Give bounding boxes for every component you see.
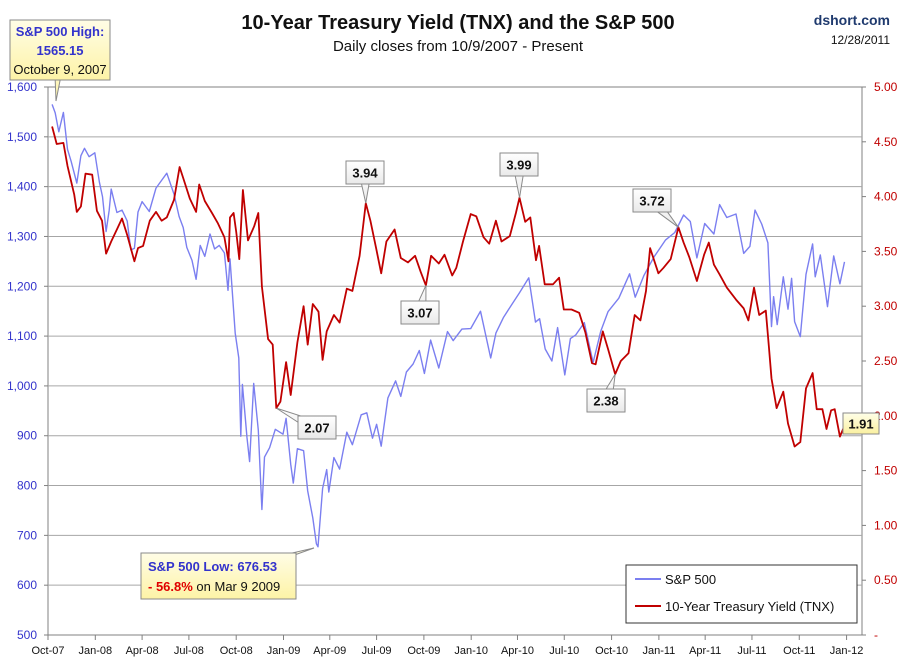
legend: S&P 500 10-Year Treasury Yield (TNX) (625, 564, 858, 624)
x-tick-label: Jan-11 (642, 645, 675, 657)
sp-low-date: on Mar 9 2009 (193, 579, 280, 594)
series-lines (51, 104, 846, 548)
x-tick-label: Oct-09 (407, 645, 440, 657)
tnx-307-label: 3.07 (407, 306, 432, 321)
date-label: 12/28/2011 (831, 33, 890, 47)
tnx-207-label: 2.07 (304, 421, 329, 436)
annotation-sp-high: S&P 500 High: 1565.15 October 9, 2007 (9, 19, 111, 102)
y-right-tick-label: 4.00 (874, 190, 898, 204)
x-tick-label: Apr-08 (126, 645, 159, 657)
tnx-207-callout-box (297, 415, 337, 440)
chart-title: 10-Year Treasury Yield (TNX) and the S&P… (241, 12, 674, 34)
tnx-191-label: 1.91 (848, 417, 873, 432)
x-tick-label: Jul-08 (174, 645, 204, 657)
y-left-tick-label: 1,300 (7, 229, 37, 243)
tnx-399-label: 3.99 (506, 158, 531, 173)
sp-high-callout-box (9, 19, 111, 81)
x-tick-label: Jan-10 (454, 645, 488, 657)
sp-high-value: 1565.15 (37, 43, 84, 58)
x-tick-label: Oct-07 (31, 645, 64, 657)
x-tick-label: Jul-10 (549, 645, 579, 657)
y-left-tick-label: 1,600 (7, 80, 37, 94)
tnx-394-callout-box (345, 160, 385, 185)
x-tick-label: Oct-10 (595, 645, 628, 657)
legend-label-tnx: 10-Year Treasury Yield (TNX) (665, 599, 834, 614)
annotation-tnx-372: 3.72 (632, 188, 679, 228)
x-tick-label: Oct-11 (783, 645, 815, 657)
tnx-399-callout-box (499, 152, 539, 177)
y-right-tick-label: 2.00 (874, 409, 898, 423)
y-left-tick-label: 1,200 (7, 279, 37, 293)
y-left-tick-label: 1,400 (7, 180, 37, 194)
y-right-tick-label: 3.00 (874, 299, 898, 313)
y-right-tick-label: 2.50 (874, 354, 898, 368)
gridlines (48, 136, 862, 586)
y-right-tick-label: 5.00 (874, 80, 898, 94)
y-left-tick-label: 800 (17, 479, 37, 493)
sp-low-callout-box (140, 552, 297, 600)
sp-low-change: - 56.8% on Mar 9 2009 (148, 579, 280, 594)
sp-high-label: S&P 500 High: (16, 24, 105, 39)
source-label: dshort.com (814, 12, 890, 28)
chart-subtitle: Daily closes from 10/9/2007 - Present (333, 38, 584, 55)
annotation-tnx-307: 3.07 (400, 285, 440, 325)
annotation-sp-low: S&P 500 Low: 676.53 - 56.8% on Mar 9 2009 (140, 547, 315, 600)
x-tick-label: Jan-09 (267, 645, 301, 657)
x-tick-label: Oct-08 (220, 645, 253, 657)
x-tick-label: Apr-11 (689, 645, 721, 657)
y-left-tick-label: 1,000 (7, 379, 37, 393)
legend-label-sp500: S&P 500 (665, 572, 716, 587)
sp-high-date: October 9, 2007 (13, 62, 106, 77)
x-tick-label: Jul-09 (362, 645, 392, 657)
y-right-tick-label: 0.50 (874, 573, 898, 587)
y-left-tick-label: 500 (17, 628, 37, 642)
y-left-tick-label: 700 (17, 528, 37, 542)
annotation-tnx-207: 2.07 (276, 407, 337, 440)
sp500-line (51, 104, 846, 548)
sp-low-pct: - 56.8% (148, 579, 193, 594)
y-left-tick-label: 1,500 (7, 130, 37, 144)
annotation-tnx-394: 3.94 (345, 160, 385, 204)
axes: 500 600 700 800 900 1,000 1,100 1,200 1,300 1,400… (7, 80, 898, 657)
annotation-tnx-238: 2.38 (586, 373, 626, 413)
sp-low-value: 676.53 (237, 559, 277, 574)
y-left-tick-label: 900 (17, 429, 37, 443)
tnx-372-callout-box (632, 188, 672, 213)
y-left-tick-label: 600 (17, 578, 37, 592)
tnx-238-callout-box (586, 388, 626, 413)
tnx-394-label: 3.94 (352, 166, 378, 181)
annotation-tnx-399: 3.99 (499, 152, 539, 198)
x-tick-label: Jul-11 (737, 645, 766, 657)
annotation-tnx-191: 1.91 (842, 412, 880, 435)
tnx-238-label: 2.38 (593, 394, 618, 409)
sp-low-label: S&P 500 Low: 676.53 (148, 559, 277, 574)
x-tick-label: Jan-08 (78, 645, 112, 657)
y-right-tick-label: 4.50 (874, 135, 898, 149)
y-right-tick-label: 1.50 (874, 464, 898, 478)
y-right-tick-label: 1.00 (874, 518, 898, 532)
x-tick-label: Apr-09 (313, 645, 346, 657)
tnx-372-label: 3.72 (639, 194, 664, 209)
tnx-191-callout-box (842, 412, 880, 435)
tnx-307-callout-box (400, 300, 440, 325)
x-tick-label: Jan-12 (830, 645, 864, 657)
y-right-tick-label: - (874, 628, 878, 642)
x-tick-label: Apr-10 (501, 645, 534, 657)
y-left-tick-label: 1,100 (7, 329, 37, 343)
y-right-tick-label: 3.50 (874, 244, 898, 258)
